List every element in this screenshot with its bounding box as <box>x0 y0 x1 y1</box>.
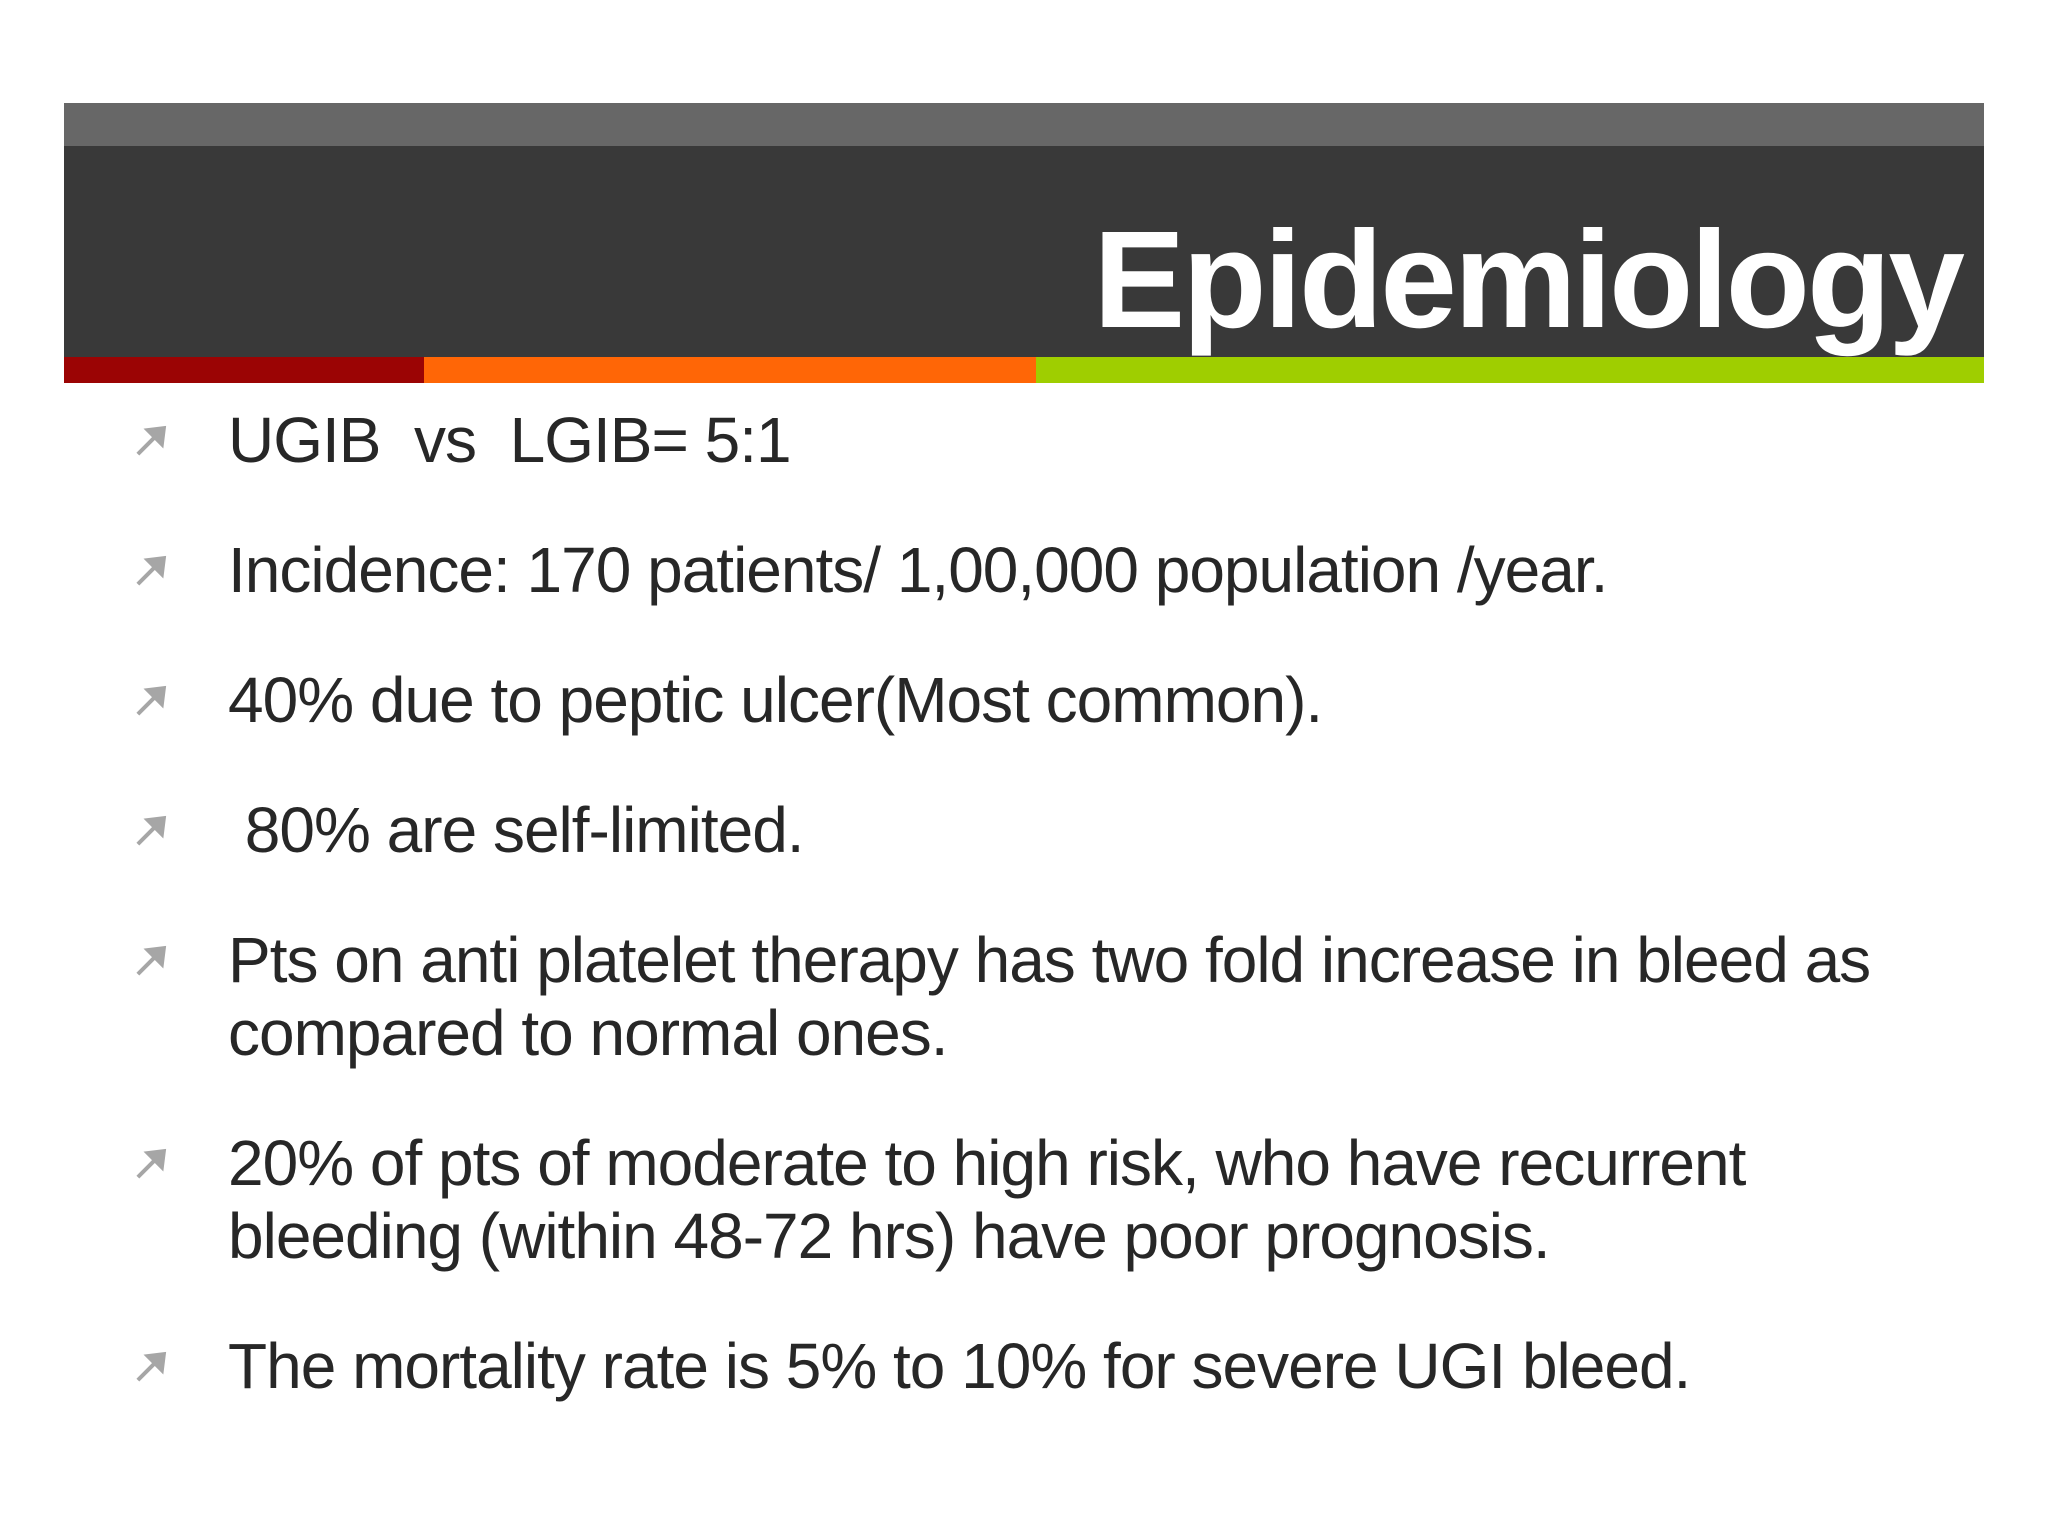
header-top-strip <box>64 103 1984 146</box>
northeast-arrow-icon <box>128 1127 228 1187</box>
bullet-list: UGIB vs LGIB= 5:1 Incidence: 170 patient… <box>128 404 1988 1460</box>
bullet-text: UGIB vs LGIB= 5:1 <box>228 404 792 477</box>
list-item: 40% due to peptic ulcer(Most common). <box>128 664 1988 737</box>
bullet-text: Incidence: 170 patients/ 1,00,000 popula… <box>228 534 1608 607</box>
list-item: 80% are self-limited. <box>128 794 1988 867</box>
bullet-line: 40% due to peptic ulcer(Most common). <box>228 664 1323 736</box>
bullet-line: bleeding (within 48-72 hrs) have poor pr… <box>228 1200 1551 1272</box>
accent-stripe-green <box>1036 357 1984 383</box>
bullet-line: compared to normal ones. <box>228 997 949 1069</box>
bullet-line: Pts on anti platelet therapy has two fol… <box>228 924 1871 996</box>
bullet-text: Pts on anti platelet therapy has two fol… <box>228 924 1871 1070</box>
northeast-arrow-icon <box>128 1330 228 1390</box>
list-item: 20% of pts of moderate to high risk, who… <box>128 1127 1988 1273</box>
bullet-line: The mortality rate is 5% to 10% for seve… <box>228 1330 1691 1402</box>
accent-stripe <box>64 357 1984 383</box>
header-title-band: Epidemiology <box>64 146 1984 357</box>
list-item: Incidence: 170 patients/ 1,00,000 popula… <box>128 534 1988 607</box>
bullet-line: Incidence: 170 patients/ 1,00,000 popula… <box>228 534 1608 606</box>
bullet-line: 80% are self-limited. <box>228 794 805 866</box>
accent-stripe-dark-red <box>64 357 424 383</box>
slide-header: Epidemiology <box>64 103 1984 383</box>
northeast-arrow-icon <box>128 404 228 464</box>
bullet-line: 20% of pts of moderate to high risk, who… <box>228 1127 1746 1199</box>
northeast-arrow-icon <box>128 924 228 984</box>
accent-stripe-orange <box>424 357 1036 383</box>
northeast-arrow-icon <box>128 664 228 724</box>
northeast-arrow-icon <box>128 794 228 854</box>
bullet-text: 80% are self-limited. <box>228 794 805 867</box>
page-title: Epidemiology <box>1093 203 1965 357</box>
northeast-arrow-icon <box>128 534 228 594</box>
bullet-text: The mortality rate is 5% to 10% for seve… <box>228 1330 1691 1403</box>
bullet-text: 40% due to peptic ulcer(Most common). <box>228 664 1323 737</box>
list-item: The mortality rate is 5% to 10% for seve… <box>128 1330 1988 1403</box>
bullet-text: 20% of pts of moderate to high risk, who… <box>228 1127 1746 1273</box>
bullet-line: UGIB vs LGIB= 5:1 <box>228 404 792 476</box>
list-item: UGIB vs LGIB= 5:1 <box>128 404 1988 477</box>
list-item: Pts on anti platelet therapy has two fol… <box>128 924 1988 1070</box>
